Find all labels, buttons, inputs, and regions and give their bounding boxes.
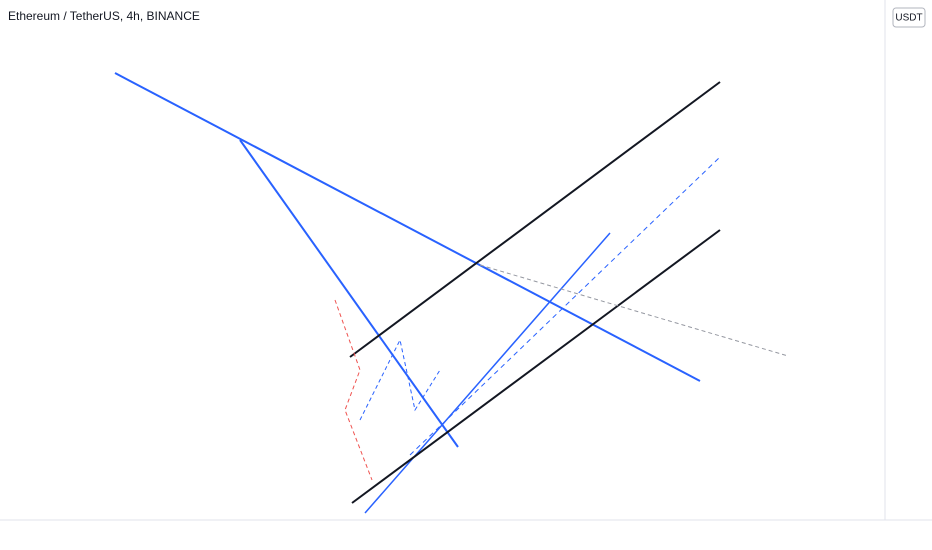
trend-line: [239, 139, 459, 448]
pattern-line: [359, 338, 441, 421]
fib-trend: [479, 264, 789, 357]
drawings: [114, 72, 789, 514]
channel-line: [351, 229, 721, 504]
channel-line: [349, 81, 721, 358]
trend-line: [114, 72, 701, 382]
currency-button-label[interactable]: USDT: [895, 13, 922, 24]
currency-button[interactable]: [892, 7, 926, 28]
chart-title: Ethereum / TetherUS, 4h, BINANCE: [8, 9, 200, 23]
trend-line: [364, 232, 611, 514]
pattern-line: [334, 299, 373, 481]
price-axis: [885, 0, 932, 550]
